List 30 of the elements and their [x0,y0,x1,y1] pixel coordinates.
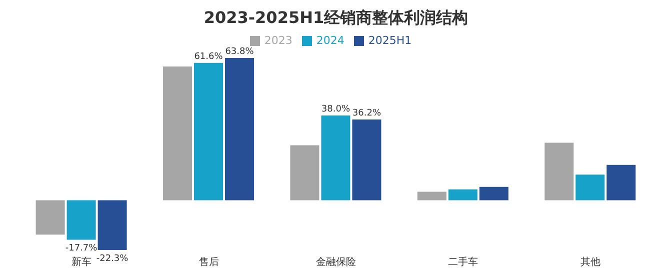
bar [321,116,350,200]
data-label: 63.8% [225,47,254,57]
data-label: 36.2% [352,108,382,119]
bar [606,164,636,200]
data-label: -22.3% [96,254,129,264]
legend-label: 2023 [264,34,292,47]
x-tick-label: 其他 [580,256,600,268]
bar [66,200,96,240]
legend-label: 2025H1 [368,34,412,47]
x-tick-label: 售后 [198,256,219,268]
bar [98,200,127,250]
data-label: 61.6% [194,52,224,62]
bar [479,186,508,200]
bar [576,174,605,200]
data-label: -17.7% [65,244,98,254]
bar [36,200,65,235]
bar [290,145,320,200]
bar [448,189,478,200]
bar [352,120,382,200]
bar [417,192,446,200]
x-tick-label: 二手车 [448,256,478,268]
bar [194,62,224,200]
bar [225,58,254,200]
bar [163,66,192,200]
data-label: 38.0% [321,104,350,115]
legend-label: 2024 [316,34,344,47]
x-tick-label: 新车 [72,256,92,268]
bar [544,142,574,200]
x-tick-label: 金融保险 [316,256,356,268]
chart-title: 2023-2025H1经销商整体利润结构 [202,8,470,29]
